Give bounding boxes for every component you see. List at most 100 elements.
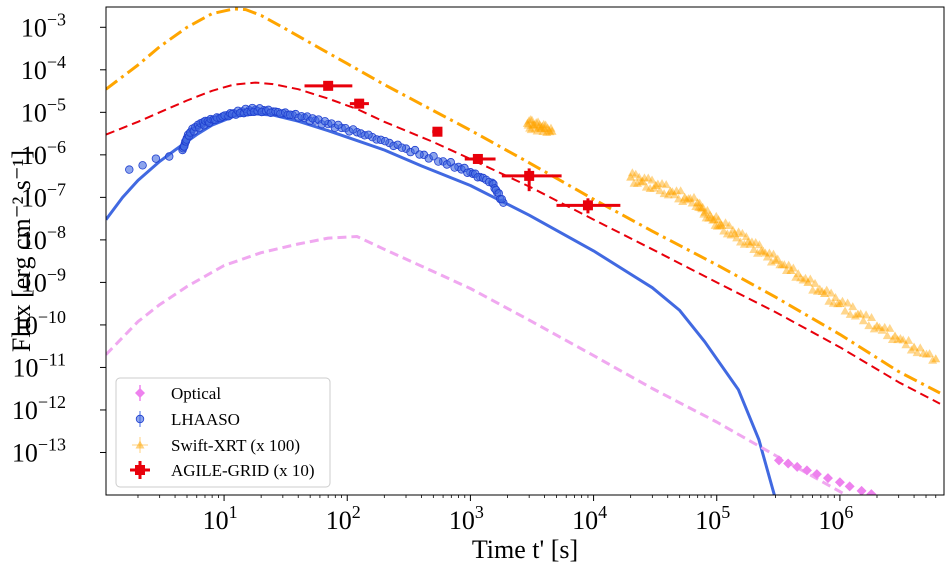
swift-xrt-point: [526, 125, 536, 134]
swift-xrt-point: [683, 194, 693, 203]
swift-xrt-point: [808, 285, 818, 294]
lhaaso-point: [151, 154, 161, 163]
y-tick-label: 10−8: [21, 222, 66, 255]
swift-xrt-point: [921, 349, 931, 358]
swift-xrt-point: [709, 215, 719, 224]
swift-xrt-point: [638, 176, 648, 185]
swift-xrt-point: [732, 233, 742, 242]
swift-xrt-point: [730, 229, 740, 238]
swift-xrt-point: [749, 244, 759, 253]
curve-optical-model: [106, 235, 850, 495]
swift-xrt-point: [721, 218, 731, 227]
swift-xrt-point: [877, 325, 887, 334]
lhaaso-point: [415, 150, 424, 159]
swift-xrt-point: [528, 120, 538, 129]
legend-marker-optical: [135, 388, 145, 398]
swift-xrt-point: [540, 124, 550, 133]
swift-xrt-point: [815, 284, 825, 293]
swift-xrt-point: [543, 123, 553, 132]
y-axis-label: Flux [erg cm⁻² s⁻¹]: [7, 150, 36, 352]
swift-xrt-point: [737, 228, 747, 237]
swift-xrt-point: [694, 203, 704, 212]
swift-xrt-point: [840, 306, 850, 315]
swift-xrt-point: [764, 248, 774, 257]
swift-xrt-point: [700, 207, 710, 216]
swift-xrt-point: [824, 296, 834, 305]
swift-xrt-point: [817, 286, 827, 295]
swift-xrt-point: [867, 313, 877, 322]
swift-xrt-point: [722, 229, 732, 238]
swift-xrt-point: [522, 118, 532, 127]
lhaaso-point: [125, 165, 134, 174]
swift-xrt-point: [715, 221, 725, 230]
swift-xrt-point: [647, 175, 657, 184]
swift-xrt-point: [837, 296, 847, 305]
swift-xrt-point: [887, 335, 897, 344]
optical-point: [783, 458, 794, 469]
legend-label-optical: Optical: [171, 384, 221, 403]
swift-xrt-point: [912, 348, 922, 357]
optical-point: [773, 455, 784, 466]
swift-xrt-point: [676, 186, 686, 195]
optical-point: [801, 465, 812, 476]
swift-xrt-point: [537, 121, 547, 130]
swift-xrt-point: [661, 180, 671, 189]
swift-xrt-point: [848, 302, 858, 311]
optical-point: [866, 489, 877, 495]
swift-xrt-point: [631, 169, 641, 178]
swift-xrt-point: [697, 204, 707, 213]
optical-point: [856, 485, 867, 495]
swift-xrt-point: [629, 178, 639, 187]
swift-xrt-point: [636, 177, 646, 186]
swift-xrt-point: [682, 195, 692, 204]
plot-frame: [105, 6, 945, 496]
legend-marker-swift-xrt: [135, 440, 145, 449]
swift-xrt-point: [659, 189, 669, 198]
legend: Optical LHAASO Swift-XRT (x 100) AGILE-G…: [115, 377, 331, 488]
swift-xrt-point: [826, 288, 836, 297]
swift-xrt-point: [890, 331, 900, 340]
lhaaso-point: [165, 152, 174, 161]
swift-xrt-point: [751, 237, 761, 246]
swift-xrt-point: [710, 220, 720, 229]
swift-xrt-point: [641, 182, 651, 191]
swift-xrt-point: [539, 119, 549, 128]
y-tick-label: 10−11: [13, 349, 66, 382]
swift-xrt-point: [931, 354, 941, 363]
swift-xrt-point: [791, 272, 801, 281]
curve-lhaaso-model: [106, 112, 776, 495]
swift-xrt-point: [713, 215, 723, 224]
swift-xrt-point: [529, 120, 539, 129]
swift-xrt-point: [901, 340, 911, 349]
swift-xrt-point: [525, 115, 535, 124]
lhaaso-point: [434, 157, 443, 166]
swift-xrt-point: [698, 202, 708, 211]
x-axis-label: Time t' [s]: [472, 535, 578, 564]
y-tick-label: 10−7: [21, 179, 66, 212]
swift-xrt-point: [524, 116, 534, 125]
swift-xrt-point: [918, 348, 928, 357]
swift-xrt-point: [533, 117, 543, 126]
swift-xrt-point: [693, 198, 703, 207]
swift-xrt-point: [639, 173, 649, 182]
swift-xrt-point: [798, 275, 808, 284]
swift-xrt-point: [850, 311, 860, 320]
legend-label-swift-xrt: Swift-XRT (x 100): [171, 436, 300, 455]
swift-xrt-point: [762, 252, 772, 261]
optical-point: [811, 469, 822, 480]
swift-xrt-point: [856, 309, 866, 318]
swift-xrt-point: [812, 286, 822, 295]
swift-xrt-point: [532, 126, 542, 135]
y-tick-label: 10−9: [21, 264, 66, 297]
swift-xrt-point: [773, 254, 783, 263]
swift-xrt-point: [531, 118, 541, 127]
swift-xrt-point: [753, 248, 763, 257]
swift-xrt-point: [702, 205, 712, 214]
legend-label-agile-grid: AGILE-GRID (x 10): [171, 461, 315, 480]
swift-xrt-point: [678, 196, 688, 205]
y-tick-label: 10−13: [12, 434, 66, 467]
swift-xrt-point: [925, 349, 935, 358]
swift-xrt-point: [657, 178, 667, 187]
swift-xrt-point: [696, 203, 706, 212]
